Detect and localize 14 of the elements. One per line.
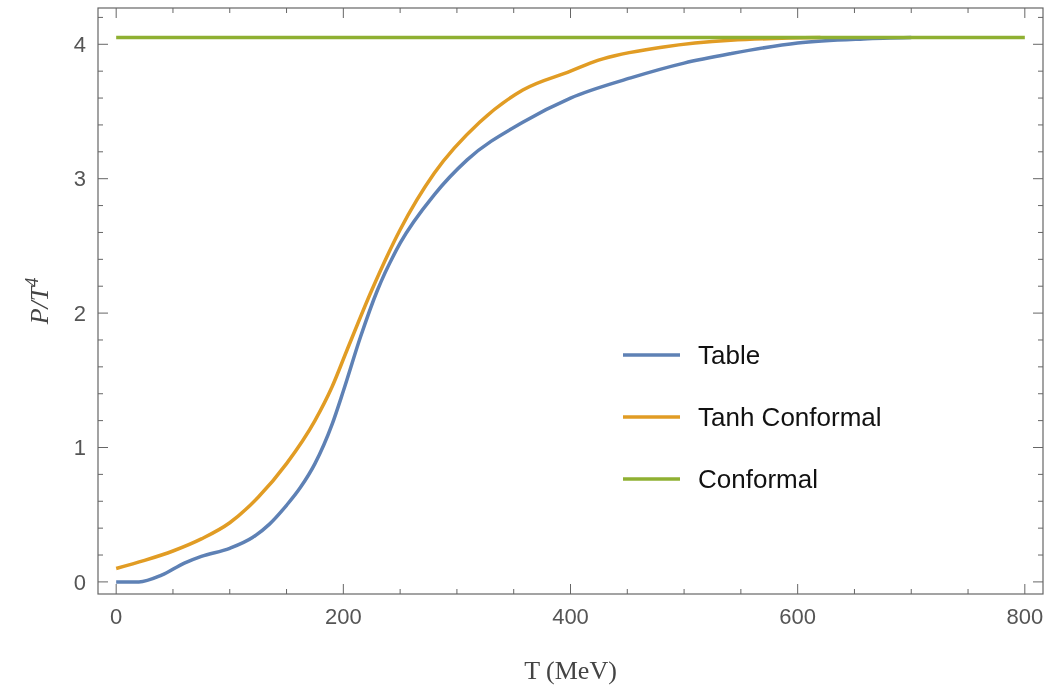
legend-label: Table (698, 340, 761, 371)
x-axis-title: T (MeV) (524, 656, 617, 685)
x-tick-label: 400 (552, 604, 589, 629)
x-tick-label: 0 (110, 604, 123, 629)
y-tick-label: 4 (73, 31, 86, 57)
y-tick-label: 3 (73, 166, 86, 192)
legend-label: Tanh Conformal (698, 402, 882, 433)
y-tick-label: 0 (73, 569, 86, 595)
y-tick-label: 1 (73, 435, 86, 461)
legend-label: Conformal (698, 464, 818, 495)
x-tick-label: 600 (779, 604, 817, 629)
y-tick-label: 2 (73, 300, 86, 326)
x-tick-label: 800 (1006, 604, 1044, 629)
x-tick-label: 200 (324, 604, 362, 629)
